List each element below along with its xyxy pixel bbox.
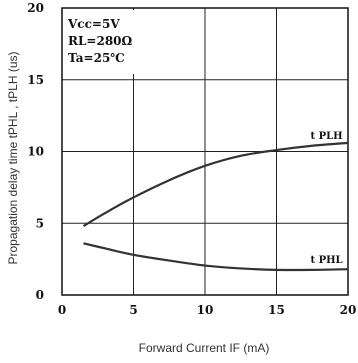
plot-frame — [61, 7, 349, 296]
y-tick-label: 0 — [36, 288, 44, 302]
series-label-tphl: t PHL — [310, 255, 342, 266]
y-tick-label: 20 — [27, 1, 44, 15]
series-line-tphl — [83, 242, 349, 272]
y-tick-label: 5 — [36, 216, 44, 230]
x-tick-label: 10 — [197, 303, 214, 317]
condition-text: Vcc=5V — [67, 17, 120, 31]
series-line-tplh — [82, 141, 349, 228]
x-tick-label: 15 — [268, 303, 285, 317]
series-label-tplh: t PLH — [310, 131, 342, 142]
x-axis-label: Forward Current IF (mA) — [139, 341, 270, 355]
y-tick-label: 10 — [27, 145, 44, 159]
condition-text: RL=280Ω — [68, 34, 133, 48]
condition-text: Ta=25℃ — [68, 51, 125, 65]
series-labels: t PLH t PHL — [310, 131, 342, 266]
y-tick-labels: 0 5 10 15 20 — [27, 1, 44, 302]
y-tick-label: 15 — [27, 73, 44, 87]
conditions-box: Vcc=5V RL=280Ω Ta=25℃ — [64, 10, 140, 74]
grid — [62, 8, 348, 295]
conditions-background — [64, 10, 140, 74]
y-axis-label: Propagation delay time tPHL , tPLH (us) — [6, 52, 20, 265]
x-tick-label: 0 — [58, 303, 66, 317]
x-tick-labels: 0 5 10 15 20 — [58, 303, 357, 317]
x-tick-label: 5 — [129, 303, 137, 317]
x-tick-label: 20 — [340, 303, 357, 317]
series-lines — [82, 141, 349, 272]
